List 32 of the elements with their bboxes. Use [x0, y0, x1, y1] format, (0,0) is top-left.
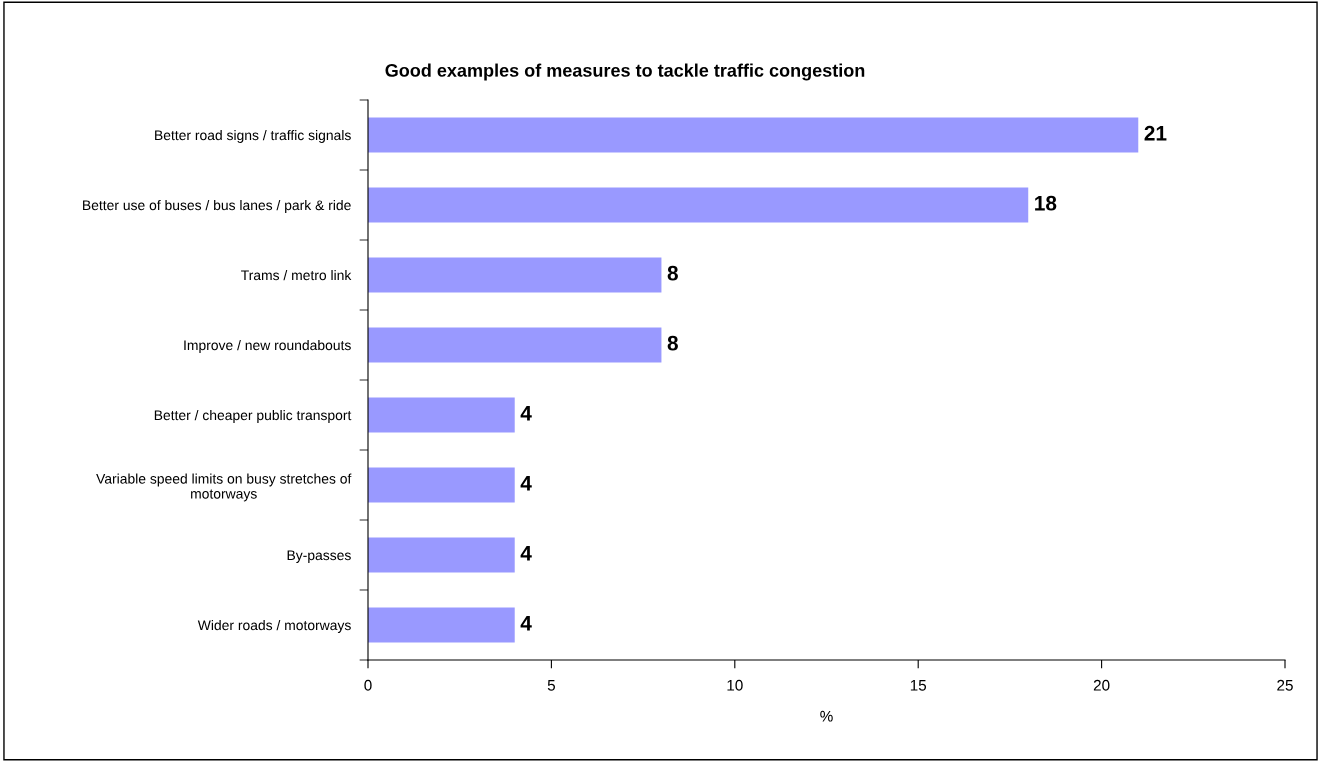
x-tick-label: 10	[727, 679, 743, 691]
data-label: 21	[1144, 125, 1167, 141]
data-label: 8	[667, 335, 678, 351]
data-label: 4	[520, 616, 532, 631]
bar	[368, 187, 1029, 223]
data-label: 4	[520, 406, 532, 421]
bar	[368, 117, 1139, 153]
y-tick-label: Better road signs / traffic signals	[155, 129, 351, 143]
chart-title: Good examples of measures to tackle traffic congestion	[385, 63, 865, 81]
y-tick-label: Trams / metro link	[241, 269, 352, 281]
x-tick-label: 25	[1277, 679, 1293, 691]
y-tick-label: Wider roads / motorways	[197, 619, 351, 633]
data-label: 4	[520, 546, 532, 561]
data-label: 8	[667, 265, 678, 281]
y-tick-label: Better use of buses / bus lanes / park & ride	[83, 199, 351, 213]
data-label: 18	[1035, 195, 1057, 211]
bar	[368, 537, 515, 573]
y-tick-label: Variable speed limits on busy stretches of motorways	[96, 473, 352, 502]
data-label: 4	[520, 476, 532, 491]
x-tick-label: 15	[910, 680, 927, 691]
bar	[368, 257, 662, 293]
y-tick-label: By-passes	[287, 550, 351, 563]
x-tick-label: 5	[547, 680, 556, 691]
bar	[368, 467, 515, 503]
bar	[368, 397, 515, 433]
x-tick-label: 0	[364, 679, 372, 691]
y-tick-label: Improve / new roundabouts	[184, 339, 351, 353]
bar	[368, 607, 515, 643]
y-tick-label: Better / cheaper public transport	[154, 409, 352, 423]
x-axis-title: %	[820, 710, 833, 722]
x-tick-label: 20	[1093, 679, 1110, 691]
bar	[368, 327, 662, 363]
